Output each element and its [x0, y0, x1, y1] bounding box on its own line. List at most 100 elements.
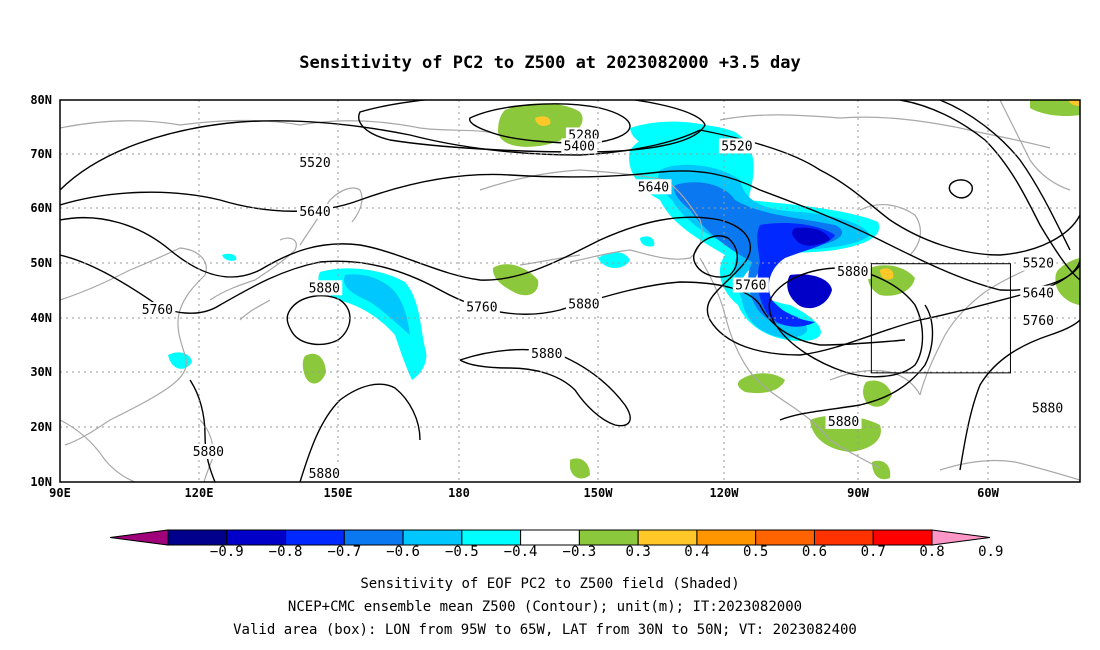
lat-tick-label: 60N — [30, 201, 52, 215]
shade-darkblue-core — [757, 223, 835, 327]
contour-label: 5880 — [309, 281, 340, 296]
contour-label-bg — [528, 345, 565, 361]
colorbar-swatch — [872, 529, 933, 546]
lon-tick-label: 150W — [584, 486, 614, 500]
shade-blue-core — [674, 182, 843, 325]
contour-label: 5760 — [142, 303, 173, 318]
caption-contour: NCEP+CMC ensemble mean Z500 (Contour); u… — [288, 599, 802, 615]
shade-green-hawaii — [570, 458, 590, 479]
shade-green-caribbean-2 — [863, 380, 892, 407]
contour-5520-west — [60, 120, 701, 191]
map-frame — [59, 99, 1081, 483]
coast-siberia-north — [60, 119, 501, 136]
lon-tick-label: 60W — [977, 486, 999, 500]
contour-label-bg — [1020, 255, 1057, 271]
contour-5760 — [60, 216, 1080, 356]
shade-green-great-lakes — [868, 265, 915, 296]
lat-tick-label: 20N — [30, 420, 52, 434]
colorbar-swatch — [285, 529, 345, 546]
lon-tick-label: 90E — [49, 486, 71, 500]
shade-navy-core-2 — [787, 274, 832, 309]
shade-cyan-small-4 — [640, 236, 655, 247]
contour-label: 5640 — [638, 180, 669, 195]
colorbar-max-arrow — [931, 529, 991, 546]
colorbar-swatch — [226, 529, 287, 546]
contour-low-greenland — [948, 179, 973, 199]
shade-green-atlantic — [1055, 258, 1080, 305]
shade-green-greenland — [1030, 100, 1080, 117]
contour-label: 5760 — [735, 279, 766, 294]
contour-label-bg — [561, 138, 598, 154]
coast-philippines — [199, 419, 214, 482]
colorbar-swatch — [755, 529, 815, 546]
shade-yellow-great-lakes — [880, 268, 894, 280]
coast-kamchatka — [299, 187, 363, 246]
contour-label: 5880 — [193, 445, 224, 460]
contour-5400 — [358, 100, 706, 153]
lon-tick-label: 90W — [847, 486, 869, 500]
lon-axis: 90E 120E 150E 180 150W 120W 90W 60W — [49, 486, 999, 500]
colorbar-label: 0.9 — [978, 544, 1003, 560]
colorbar-label: −0.9 — [210, 544, 244, 560]
colorbar-labels: −0.9 −0.8 −0.7 −0.6 −0.5 −0.4 −0.3 0.3 0.4 0.5 0.6… — [210, 544, 1004, 560]
shade-navy-core — [792, 227, 830, 246]
shade-green-mexico — [737, 373, 785, 394]
colorbar-label: −0.4 — [504, 544, 538, 560]
shade-lightblue-nw-pacific — [344, 274, 410, 335]
shade-green-aleutian — [492, 264, 539, 296]
contour-label: 5880 — [837, 265, 868, 280]
contour-label: 5880 — [568, 298, 599, 313]
lat-tick-label: 30N — [30, 365, 52, 379]
contour-label: 5880 — [828, 415, 859, 430]
colorbar-label: 0.3 — [626, 544, 651, 560]
colorbar-swatch — [461, 529, 522, 546]
coast-south-america — [939, 459, 1080, 481]
lat-tick-label: 40N — [30, 311, 52, 325]
lat-axis: 80N 70N 60N 50N 40N 30N 20N 10N — [30, 93, 52, 489]
contour-trough-atlantic — [899, 100, 1080, 281]
colorbar-swatch — [402, 529, 463, 546]
lon-tick-label: 120E — [185, 486, 214, 500]
colorbar-label: −0.7 — [327, 544, 361, 560]
contour-low-canada — [692, 235, 738, 278]
contour-label-bg — [190, 443, 227, 459]
contour-label-bg — [297, 154, 333, 170]
coast-greenland — [999, 100, 1071, 191]
colorbar-swatch — [343, 529, 404, 546]
contour-label-bg — [463, 299, 500, 315]
shade-yellow-greenland — [1068, 100, 1080, 106]
colorbar-label: 0.8 — [919, 544, 944, 560]
contour-label: 5760 — [466, 300, 497, 315]
contour-5520-east — [699, 129, 1080, 256]
coast-north-america-west — [699, 257, 881, 469]
valid-area-box — [870, 263, 1011, 374]
contour-label-bg — [1020, 285, 1057, 301]
colorbar-swatch — [167, 529, 228, 546]
lat-tick-label: 80N — [30, 93, 52, 107]
colorbar-label: −0.6 — [386, 544, 420, 560]
colorbar-label: −0.3 — [563, 544, 597, 560]
contour-5880-atlantic — [959, 319, 1080, 471]
contour-label-bg — [825, 413, 862, 429]
colorbar-min-arrow — [109, 529, 169, 546]
colorbar-swatch — [696, 529, 757, 546]
contour-label: 5640 — [299, 205, 330, 220]
colorbar — [109, 529, 991, 546]
contour-label: 5880 — [531, 347, 562, 362]
lat-tick-label: 10N — [30, 475, 52, 489]
contour-label-bg — [718, 138, 755, 154]
contour-label-bg — [1020, 313, 1057, 329]
shade-cyan-small-1 — [598, 252, 630, 268]
lon-tick-label: 120W — [710, 486, 740, 500]
map-background — [60, 100, 1080, 482]
contour-label: 5520 — [721, 139, 752, 154]
shade-cyan-small-3 — [222, 253, 237, 261]
contour-label: 5520 — [1023, 257, 1054, 272]
coast-north-america-east — [919, 267, 1031, 396]
contour-5880-south-mid — [299, 383, 421, 482]
lon-tick-label: 180 — [448, 486, 470, 500]
contour-label: 5520 — [299, 156, 330, 171]
colorbar-swatch — [520, 529, 580, 546]
contour-label: 5880 — [309, 467, 340, 482]
